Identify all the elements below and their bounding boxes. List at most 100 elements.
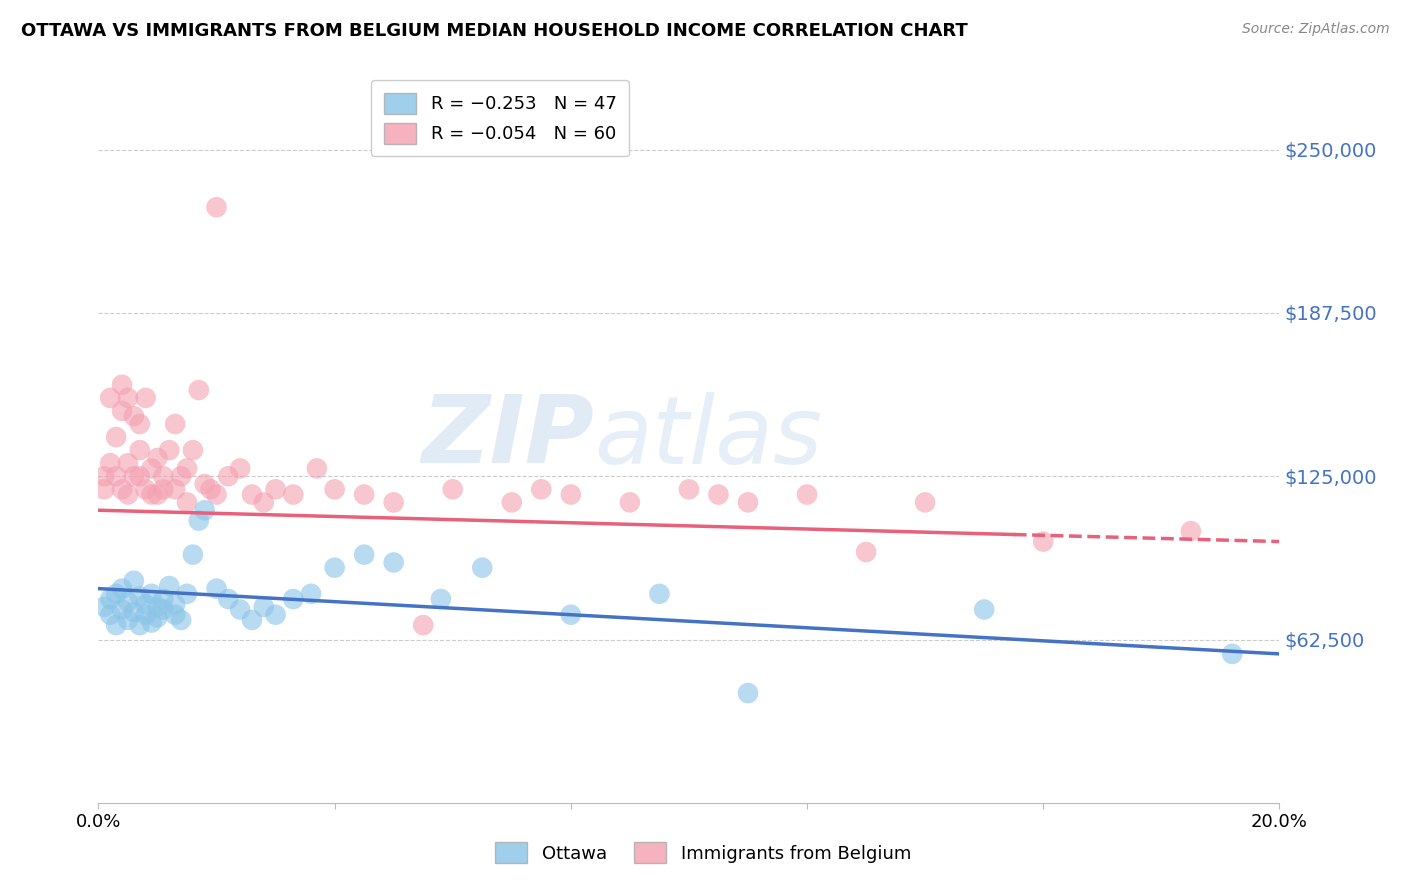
Point [187, 383, 209, 397]
Point [111, 483, 134, 497]
Point [117, 487, 139, 501]
Point [157, 579, 180, 593]
Point [93, 469, 115, 483]
Point [135, 391, 157, 405]
Point [122, 409, 145, 424]
Point [141, 615, 163, 630]
Point [117, 456, 139, 470]
Point [194, 503, 217, 517]
Point [264, 607, 287, 622]
Point [93, 483, 115, 497]
Point [240, 613, 263, 627]
Point [146, 610, 169, 624]
Point [128, 443, 150, 458]
Legend: R = −0.253   N = 47, R = −0.054   N = 60: R = −0.253 N = 47, R = −0.054 N = 60 [371, 80, 628, 156]
Point [181, 548, 204, 562]
Point [501, 495, 523, 509]
Point [146, 599, 169, 614]
Point [170, 469, 193, 483]
Text: atlas: atlas [595, 392, 823, 483]
Point [128, 417, 150, 431]
Point [560, 607, 582, 622]
Point [205, 582, 228, 596]
Point [111, 582, 134, 596]
Point [135, 483, 157, 497]
Point [412, 618, 434, 632]
Point [146, 450, 169, 465]
Point [111, 404, 134, 418]
Point [1032, 534, 1054, 549]
Point [1180, 524, 1202, 538]
Point [165, 483, 187, 497]
Point [152, 592, 174, 607]
Point [430, 592, 453, 607]
Point [737, 495, 759, 509]
Point [165, 597, 187, 611]
Point [135, 597, 157, 611]
Point [217, 592, 239, 607]
Point [200, 483, 222, 497]
Point [176, 495, 198, 509]
Point [181, 443, 204, 458]
Point [105, 469, 128, 483]
Point [560, 487, 582, 501]
Point [382, 556, 405, 570]
Point [105, 430, 128, 444]
Point [117, 391, 139, 405]
Point [441, 483, 464, 497]
Point [128, 469, 150, 483]
Point [176, 461, 198, 475]
Point [619, 495, 641, 509]
Point [117, 613, 139, 627]
Point [1220, 647, 1243, 661]
Point [205, 487, 228, 501]
Point [264, 483, 287, 497]
Point [146, 487, 169, 501]
Point [176, 587, 198, 601]
Point [796, 487, 818, 501]
Point [128, 618, 150, 632]
Point [98, 391, 121, 405]
Point [353, 548, 375, 562]
Point [170, 613, 193, 627]
Point [194, 477, 217, 491]
Point [973, 602, 995, 616]
Point [122, 605, 145, 619]
Point [229, 461, 252, 475]
Point [855, 545, 877, 559]
Point [530, 483, 553, 497]
Point [471, 560, 494, 574]
Point [323, 560, 346, 574]
Point [253, 495, 276, 509]
Point [648, 587, 671, 601]
Point [299, 587, 322, 601]
Point [353, 487, 375, 501]
Point [678, 483, 700, 497]
Point [98, 592, 121, 607]
Point [135, 607, 157, 622]
Point [122, 574, 145, 588]
Text: ZIP: ZIP [422, 391, 595, 483]
Point [111, 377, 134, 392]
Point [240, 487, 263, 501]
Point [98, 607, 121, 622]
Point [187, 514, 209, 528]
Point [152, 469, 174, 483]
Point [141, 587, 163, 601]
Text: Source: ZipAtlas.com: Source: ZipAtlas.com [1241, 22, 1389, 37]
Point [128, 590, 150, 604]
Point [382, 495, 405, 509]
Point [283, 592, 305, 607]
Point [111, 602, 134, 616]
Point [205, 200, 228, 214]
Point [165, 417, 187, 431]
Point [707, 487, 730, 501]
Point [305, 461, 328, 475]
Point [105, 618, 128, 632]
Point [157, 443, 180, 458]
Point [229, 602, 252, 616]
Point [122, 469, 145, 483]
Point [253, 599, 276, 614]
Point [737, 686, 759, 700]
Point [217, 469, 239, 483]
